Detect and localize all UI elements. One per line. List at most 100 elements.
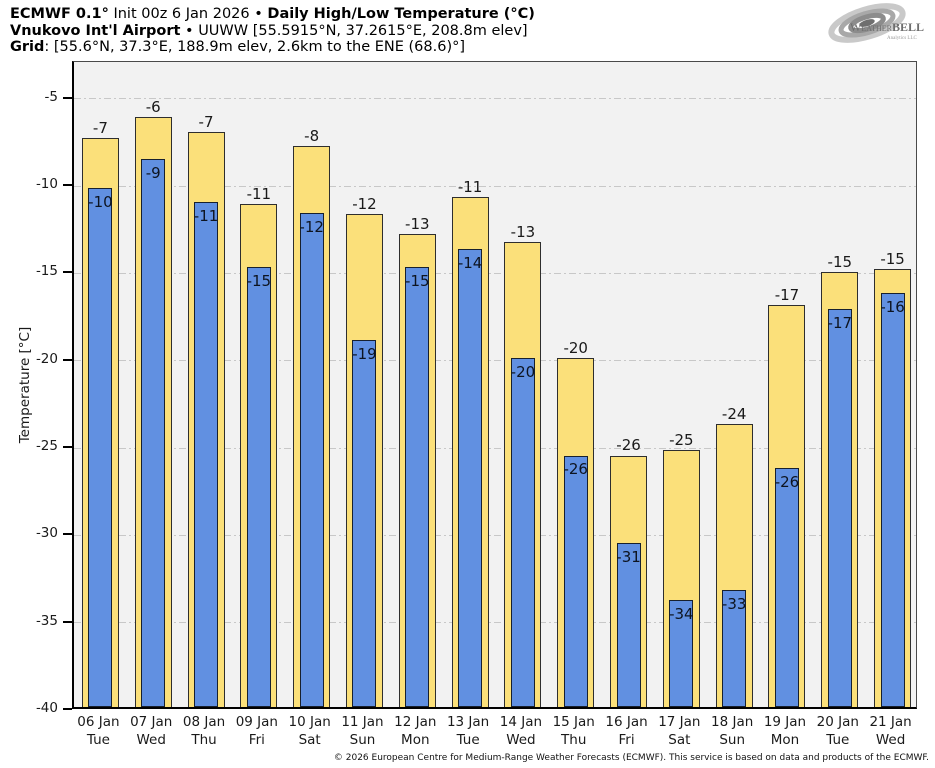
plot-area: -7 -10 -6 -9 -7 -11 -11 -15 -8 -12 -12 -19 -13 -15 -11… [72, 61, 917, 709]
high-value-label: -15 [827, 253, 853, 272]
bar-low [299, 212, 324, 707]
x-tick-weekday: Tue [826, 732, 850, 748]
y-tick-label--40: -40 [35, 700, 58, 716]
x-tick-weekday: Sun [349, 732, 376, 748]
x-tick-label: 18 Jan Sun [700, 713, 764, 749]
bar-low [194, 202, 219, 707]
x-tick-weekday: Thu [191, 732, 217, 748]
x-tick-weekday: Sat [668, 732, 691, 748]
high-value-label: -15 [880, 249, 905, 268]
x-tick-label: 16 Jan Fri [595, 713, 659, 749]
bar-low [246, 266, 271, 707]
gridline--30 [74, 534, 916, 536]
bar-low [88, 188, 113, 707]
x-tick-date: 10 Jan [288, 714, 331, 730]
high-value-label: -13 [405, 214, 430, 233]
x-tick-weekday: Fri [248, 732, 265, 748]
bar-low [827, 308, 852, 707]
x-tick-weekday: Mon [401, 732, 430, 748]
init-time: Init 00z 6 Jan 2026 • [108, 6, 268, 22]
header-line-3: Grid: [55.6°N, 37.3°E, 188.9m elev, 2.6k… [10, 39, 535, 56]
bar-low [141, 158, 166, 707]
gridline--20 [74, 360, 916, 362]
x-tick-weekday: Mon [770, 732, 800, 748]
low-value-label: -34 [669, 605, 694, 624]
high-value-label: -11 [246, 184, 272, 203]
gridline--25 [74, 447, 916, 449]
bar-low [563, 455, 588, 707]
weatherbell-logo: WeatherBELL Analytics LLC [828, 3, 924, 43]
y-tick-label--35: -35 [35, 612, 58, 629]
x-tick-label: 12 Jan Mon [383, 713, 447, 749]
x-tick-date: 13 Jan [446, 714, 490, 730]
x-tick-date: 08 Jan [182, 714, 226, 730]
low-value-label: -31 [616, 547, 641, 566]
x-tick-label: 21 Jan Wed [859, 713, 923, 749]
low-value-label: -10 [88, 193, 113, 212]
y-tick-label--15: -15 [35, 263, 58, 280]
x-tick-date: 11 Jan [341, 714, 384, 730]
low-value-label: -16 [880, 298, 905, 317]
logo-text: WeatherBELL [850, 20, 924, 34]
x-tick-label: 10 Jan Sat [278, 713, 342, 749]
x-tick-weekday: Fri [618, 732, 635, 748]
page-title: Daily High/Low Temperature (°C) [267, 6, 535, 22]
swirl-icon [828, 3, 906, 43]
high-value-label: -26 [616, 436, 641, 455]
x-tick-date: 12 Jan [394, 714, 437, 730]
bar-low [510, 357, 535, 707]
x-tick-date: 20 Jan [816, 714, 859, 730]
x-tick-date: 17 Jan [658, 714, 701, 730]
y-tick-mark--40 [63, 708, 72, 710]
y-tick-mark--20 [63, 358, 72, 361]
y-tick-mark--25 [63, 446, 72, 448]
x-tick-date: 19 Jan [763, 714, 807, 730]
x-tick-weekday: Tue [456, 732, 480, 748]
x-tick-label: 15 Jan Thu [542, 713, 606, 749]
header-line-1: ECMWF 0.1° Init 00z 6 Jan 2026 • Daily H… [10, 6, 535, 23]
x-tick-date: 21 Jan [869, 714, 912, 730]
x-tick-label: 17 Jan Sat [647, 713, 711, 749]
low-value-label: -33 [721, 594, 747, 613]
x-tick-label: 20 Jan Tue [806, 713, 870, 749]
x-tick-label: 14 Jan Wed [489, 713, 553, 749]
x-tick-date: 09 Jan [235, 714, 278, 730]
y-tick-label--5: -5 [44, 88, 58, 105]
bar-low [880, 293, 905, 707]
high-value-label: -8 [304, 127, 320, 146]
header-line-2: Vnukovo Int'l Airport • UUWW [55.5915°N,… [10, 23, 535, 40]
high-value-label: -6 [145, 97, 161, 116]
low-value-label: -9 [145, 163, 161, 182]
high-value-label: -7 [92, 118, 108, 137]
chart-header: ECMWF 0.1° Init 00z 6 Jan 2026 • Daily H… [10, 6, 535, 56]
x-tick-label: 06 Jan Tue [66, 713, 130, 749]
x-tick-label: 19 Jan Mon [753, 713, 817, 749]
high-value-label: -24 [721, 405, 747, 424]
y-tick-mark--30 [63, 533, 72, 536]
x-tick-date: 15 Jan [552, 714, 595, 730]
high-value-label: -17 [774, 286, 800, 305]
station-name: Vnukovo Int'l Airport [10, 22, 181, 39]
bar-low [722, 589, 747, 707]
bar-low [352, 340, 377, 707]
gridline--5 [74, 98, 916, 100]
y-tick-mark--5 [63, 96, 72, 99]
bar-low [616, 542, 641, 707]
y-tick-mark--35 [63, 620, 72, 623]
low-value-label: -15 [246, 271, 272, 290]
x-tick-label: 08 Jan Thu [172, 713, 236, 749]
y-tick-label--20: -20 [35, 350, 58, 367]
y-tick-mark--10 [63, 184, 72, 186]
x-tick-label: 09 Jan Fri [225, 713, 289, 749]
x-tick-date: 07 Jan [130, 714, 173, 730]
high-value-label: -7 [198, 113, 214, 132]
x-tick-weekday: Sun [719, 732, 745, 748]
logo-subtext: Analytics LLC [887, 36, 918, 41]
x-tick-label: 13 Jan Tue [436, 713, 500, 749]
gridline--15 [74, 272, 916, 274]
low-value-label: -17 [827, 313, 853, 332]
high-value-label: -25 [669, 431, 694, 450]
x-axis-layer: 06 Jan Tue 07 Jan Wed 08 Jan Thu 09 Jan Fri 10 J… [72, 713, 917, 753]
high-value-label: -20 [563, 338, 588, 357]
